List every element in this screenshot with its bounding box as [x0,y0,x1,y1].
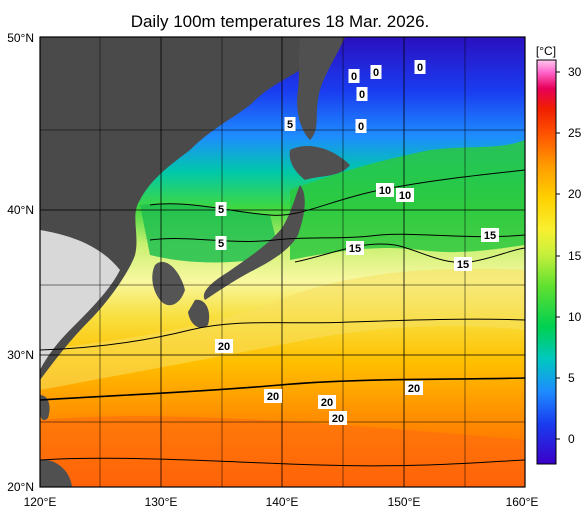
colorbar: [°C] 0 5 10 15 20 25 30 [536,44,582,465]
lat-label-30: 30°N [7,348,34,362]
contour-label: 0 [373,67,379,79]
colorbar-tick-label: 15 [568,249,582,263]
colorbar-unit: [°C] [536,44,556,58]
graticule [40,37,525,487]
isotherm-20 [39,318,526,351]
sea-of-japan-green [140,203,280,263]
contour-label-bg [414,60,426,74]
lon-label-120: 120°E [24,495,57,509]
contour-label-bg [329,411,347,425]
korea [152,261,185,306]
luzon [40,459,72,487]
lat-label-50: 50°N [7,31,34,45]
isotherms [39,169,526,467]
asia-mainland [40,37,300,380]
contour-label: 15 [457,259,469,271]
isotherm-10 [149,233,526,242]
contour-label: 10 [379,185,391,197]
contour-label: 0 [358,121,364,133]
colorbar-tick-label: 25 [568,126,582,140]
colorbar-tick-label: 10 [568,310,582,324]
contour-label-bg [396,188,414,202]
hokkaido [289,145,350,180]
contour-label: 5 [218,204,224,216]
isotherm-20b [39,377,526,401]
contour-label: 20 [321,397,333,409]
contour-label: 20 [267,391,279,403]
lon-label-140: 140°E [266,495,299,509]
contour-label: 0 [417,62,423,74]
contour-label-bg [454,257,472,271]
contour-label-bg [215,339,233,353]
contour-label: 20 [218,341,230,353]
contour-label-bg [264,389,282,403]
colorbar-tick-label: 30 [568,65,582,79]
kyushu [188,299,210,328]
contour-label-bg [346,241,364,255]
contour-label-bg [215,202,227,216]
contour-label-bg [318,395,336,409]
colorbar-ticks: 0 5 10 15 20 25 30 [556,65,582,446]
map-title: Daily 100m temperatures 18 Mar. 2026. [130,12,430,31]
contour-label-bg [405,381,423,395]
contour-label-bg [356,87,368,101]
contour-label: 10 [399,190,411,202]
taiwan [40,395,50,420]
contour-label: 15 [349,243,361,255]
contour-label: 0 [351,71,357,83]
contour-label: 15 [484,230,496,242]
map-border [39,36,526,488]
lon-label-130: 130°E [145,495,178,509]
lat-label-40: 40°N [7,203,34,217]
contour-label: 20 [332,413,344,425]
contour-label-bg [348,69,360,83]
isotherm-25 [39,457,526,467]
contour-label-bg [481,228,499,242]
colorbar-tick-label: 20 [568,187,582,201]
contour-label-bg [355,119,367,133]
lon-label-150: 150°E [388,495,421,509]
isotherm-5 [149,169,526,216]
colorbar-ramp [536,59,557,465]
lon-label-160: 160°E [506,495,539,509]
sakhalin [297,37,345,140]
contour-label: 5 [287,119,293,131]
contour-label-bg [215,236,227,250]
contour-label: 0 [359,89,365,101]
lat-label-20: 20°N [7,480,34,494]
contour-label-bg [370,65,382,79]
contour-label-bg [284,117,296,131]
honshu [203,185,305,300]
contour-label: 20 [408,383,420,395]
contour-label: 5 [218,238,224,250]
contour-label-bg [376,183,394,197]
colorbar-tick-label: 5 [568,371,575,385]
isotherm-15 [294,243,526,263]
colorbar-tick-label: 0 [568,432,575,446]
